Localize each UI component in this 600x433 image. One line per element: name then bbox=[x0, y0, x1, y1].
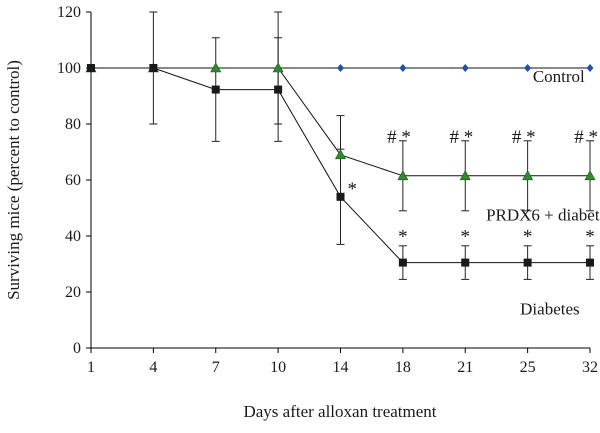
significance-mark: * bbox=[523, 227, 533, 248]
x-tick-label: 1 bbox=[87, 359, 95, 376]
diabetes-point bbox=[586, 258, 594, 267]
y-tick-label: 80 bbox=[65, 116, 81, 133]
prdx6-diabetes-point bbox=[459, 170, 471, 181]
control-point bbox=[337, 64, 344, 72]
series-inline-labels: Control PRDX6 + diabetes Diabetes bbox=[486, 67, 600, 318]
diabetes-point bbox=[87, 64, 95, 72]
diabetes-point bbox=[461, 258, 470, 267]
prdx6-diabetes-point bbox=[272, 62, 284, 73]
control-point bbox=[586, 64, 594, 72]
y-tick-label: 40 bbox=[65, 228, 81, 245]
control-point bbox=[461, 64, 469, 72]
series-label-diabetes: Diabetes bbox=[520, 299, 579, 318]
diabetes-point bbox=[274, 85, 283, 94]
prdx6-diabetes-point bbox=[522, 170, 534, 181]
prdx6-diabetes-point bbox=[397, 170, 409, 181]
diabetes-point bbox=[398, 258, 407, 267]
prdx6-diabetes-point bbox=[334, 149, 347, 160]
x-tick-label: 25 bbox=[520, 359, 536, 376]
significance-mark: * bbox=[461, 227, 471, 248]
y-tick-label: 60 bbox=[65, 172, 81, 189]
significance-mark: # * bbox=[512, 127, 536, 148]
diabetes-point bbox=[211, 85, 220, 94]
significance-mark: * bbox=[348, 179, 358, 200]
x-tick-label: 14 bbox=[333, 359, 349, 376]
y-tick-label: 0 bbox=[73, 340, 81, 357]
diabetes-point bbox=[336, 192, 345, 201]
x-tick-label: 4 bbox=[149, 359, 157, 376]
prdx6-diabetes-point bbox=[584, 170, 596, 181]
control-point bbox=[524, 64, 532, 72]
x-tick-label: 21 bbox=[457, 359, 473, 376]
significance-mark: # * bbox=[387, 127, 411, 148]
y-tick-label: 20 bbox=[65, 284, 81, 301]
x-tick-label: 18 bbox=[395, 359, 411, 376]
diabetes-point bbox=[523, 258, 532, 267]
data-markers bbox=[85, 62, 596, 267]
y-tick-label: 120 bbox=[57, 4, 81, 21]
x-axis-title: Days after alloxan treatment bbox=[243, 402, 436, 421]
x-tick-label: 7 bbox=[212, 359, 220, 376]
significance-mark: * bbox=[398, 227, 408, 248]
series-label-control: Control bbox=[533, 67, 585, 86]
series-label-prdx6-diabetes: PRDX6 + diabetes bbox=[486, 206, 600, 225]
significance-mark: * bbox=[585, 227, 595, 248]
y-axis-title: Surviving mice (percent to control) bbox=[4, 60, 23, 300]
y-tick-label: 100 bbox=[57, 60, 81, 77]
diabetes-point bbox=[149, 64, 158, 72]
x-tick-label: 10 bbox=[270, 359, 286, 376]
significance-mark: # * bbox=[574, 127, 598, 148]
x-tick-label: 32 bbox=[582, 359, 598, 376]
prdx6-diabetes-point bbox=[210, 62, 222, 73]
control-point bbox=[399, 64, 407, 72]
significance-mark: # * bbox=[450, 127, 474, 148]
significance-annotations: * * * * * # * # * # * # * bbox=[348, 127, 599, 248]
